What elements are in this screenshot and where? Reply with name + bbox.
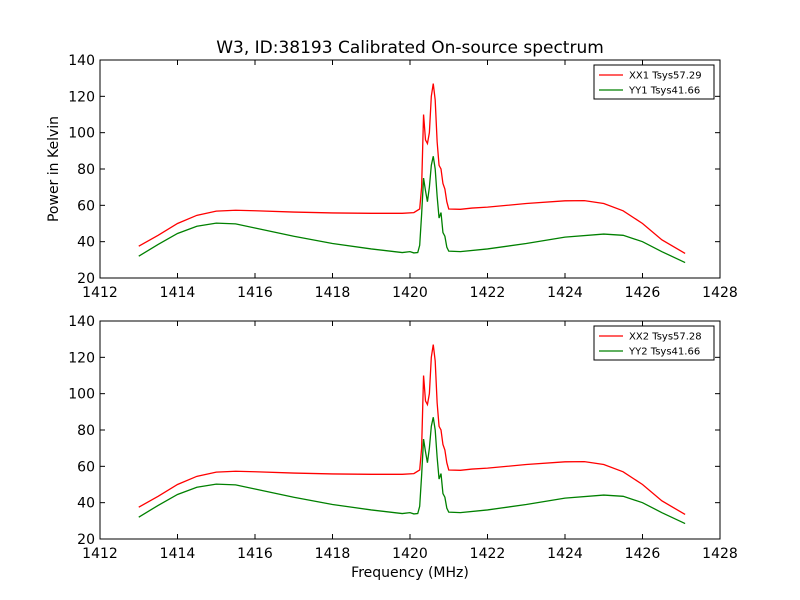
y-tick-label: 40 (77, 496, 95, 512)
x-tick-label: 1416 (237, 546, 273, 562)
x-tick-label: 1422 (470, 285, 506, 301)
x-tick-label: 1412 (82, 546, 118, 562)
y-tick-label: 80 (77, 423, 95, 439)
legend-entry: XX1 Tsys57.29 (629, 71, 702, 82)
y-tick-label: 20 (77, 271, 95, 287)
x-tick-label: 1416 (237, 285, 273, 301)
x-tick-label: 1428 (702, 285, 738, 301)
series-line-1 (138, 344, 686, 516)
y-tick-label: 120 (68, 89, 95, 105)
y-tick-label: 120 (68, 350, 95, 366)
x-tick-label: 1424 (547, 285, 583, 301)
subplot-1: 1412 1414 1416 1418 1420 1422 1424 1426 1428 20 40… (46, 53, 738, 301)
legend-box (593, 64, 715, 100)
chart-title: W3, ID:38193 Calibrated On-source spectr… (216, 38, 604, 58)
x-tick-label: 1418 (315, 285, 351, 301)
x-tick-label: 1426 (625, 285, 661, 301)
x-tick-label: 1424 (547, 546, 583, 562)
y-tick-label: 60 (77, 459, 95, 475)
y-tick-label: 20 (77, 532, 95, 548)
x-tick-label: 1412 (82, 285, 118, 301)
y-tick-label: 100 (68, 387, 95, 403)
x-tick-label: 1420 (392, 546, 428, 562)
series-line-1 (138, 83, 686, 255)
legend: XX2 Tsys57.28 YY2 Tsys41.66 (593, 325, 715, 361)
panels: 1412 1414 1416 1418 1420 1422 1424 1426 1428 20 40… (46, 53, 738, 581)
x-tick-label: 1414 (160, 546, 196, 562)
y-tick-label: 140 (68, 53, 95, 69)
x-tick-label: 1414 (160, 285, 196, 301)
legend-entry: XX2 Tsys57.28 (629, 332, 702, 343)
x-tick-label: 1422 (470, 546, 506, 562)
legend-box (593, 325, 715, 361)
y-tick-label: 80 (77, 162, 95, 178)
x-tick-label: 1428 (702, 546, 738, 562)
subplot-2: 1412 1414 1416 1418 1420 1422 1424 1426 1428 20 40… (68, 314, 738, 581)
y-axis-label: Power in Kelvin (46, 116, 62, 222)
y-tick-label: 60 (77, 198, 95, 214)
series-line-2 (138, 417, 686, 525)
y-tick-label: 100 (68, 126, 95, 142)
y-tick-label: 40 (77, 235, 95, 251)
x-tick-label: 1426 (625, 546, 661, 562)
x-axis-label: Frequency (MHz) (351, 565, 469, 581)
legend-entry: YY2 Tsys41.66 (628, 347, 700, 358)
x-tick-label: 1418 (315, 546, 351, 562)
x-tick-label: 1420 (392, 285, 428, 301)
legend: XX1 Tsys57.29 YY1 Tsys41.66 (593, 64, 715, 100)
legend-entry: YY1 Tsys41.66 (628, 86, 700, 97)
y-tick-label: 140 (68, 314, 95, 330)
series-line-2 (138, 156, 686, 264)
